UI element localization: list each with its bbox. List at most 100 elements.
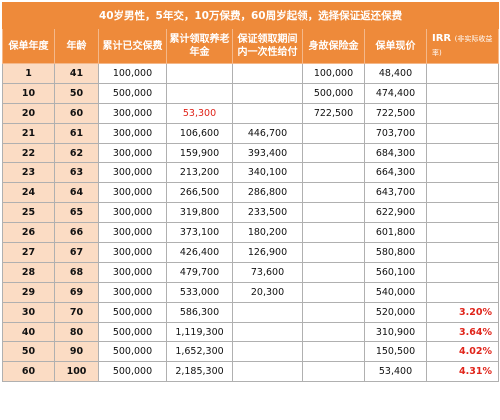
cell-policy-year: 29 <box>2 281 55 303</box>
cell-age: 100 <box>54 361 99 383</box>
cell-pension: 106,600 <box>166 122 233 144</box>
header-death-benefit: 身故保险金 <box>302 28 365 64</box>
cell-irr <box>425 102 500 124</box>
cell-age: 63 <box>54 162 99 184</box>
header-irr-note: (非实际收益率) <box>432 35 493 57</box>
cell-cash-value: 53,400 <box>364 361 427 383</box>
cell-cumulative-premium: 500,000 <box>98 301 167 323</box>
cell-death-benefit <box>302 122 365 144</box>
cell-guaranteed-lump: 73,600 <box>232 261 303 283</box>
cell-irr <box>425 281 500 303</box>
benefit-table: 40岁男性，5年交，10万保费，60周岁起领，选择保证返还保费 保单年度 年龄 … <box>1 2 500 383</box>
cell-age: 80 <box>54 321 99 343</box>
cell-death-benefit <box>302 361 365 383</box>
cell-cumulative-premium: 500,000 <box>98 321 167 343</box>
header-cumulative-premium: 累计已交保费 <box>98 28 167 64</box>
cell-cash-value: 150,500 <box>364 341 427 363</box>
cell-cash-value: 580,800 <box>364 242 427 263</box>
cell-policy-year: 26 <box>2 222 55 244</box>
table-row: 25 65 300,000 319,800 233,500 622,900 <box>2 202 500 224</box>
table-row: 22 62 300,000 159,900 393,400 684,300 <box>2 142 500 164</box>
cell-irr <box>425 142 500 164</box>
cell-irr <box>425 122 500 144</box>
cell-pension: 373,100 <box>166 222 233 244</box>
cell-irr <box>425 242 500 263</box>
cell-policy-year: 1 <box>2 63 55 84</box>
cell-irr <box>425 202 500 224</box>
cell-policy-year: 23 <box>2 162 55 184</box>
cell-pension: 319,800 <box>166 202 233 224</box>
cell-policy-year: 50 <box>2 341 55 363</box>
header-policy-year: 保单年度 <box>2 28 55 64</box>
cell-guaranteed-lump <box>232 102 303 124</box>
cell-cash-value: 684,300 <box>364 142 427 164</box>
cell-age: 61 <box>54 122 99 144</box>
cell-death-benefit <box>302 142 365 164</box>
cell-irr <box>425 222 500 244</box>
table-row: 1 41 100,000 100,000 48,400 <box>2 63 500 84</box>
cell-pension: 2,185,300 <box>166 361 233 383</box>
cell-age: 90 <box>54 341 99 363</box>
cell-irr: 4.31% <box>425 361 500 383</box>
cell-age: 65 <box>54 202 99 224</box>
cell-guaranteed-lump <box>232 82 303 104</box>
cell-pension <box>166 82 233 104</box>
cell-cash-value: 703,700 <box>364 122 427 144</box>
cell-cumulative-premium: 300,000 <box>98 142 167 164</box>
header-irr-label: IRR <box>432 33 452 44</box>
cell-cash-value: 48,400 <box>364 63 427 84</box>
cell-policy-year: 22 <box>2 142 55 164</box>
cell-age: 69 <box>54 281 99 303</box>
cell-cash-value: 310,900 <box>364 321 427 343</box>
cell-death-benefit: 500,000 <box>302 82 365 104</box>
cell-pension: 159,900 <box>166 142 233 164</box>
cell-death-benefit <box>302 281 365 303</box>
cell-guaranteed-lump <box>232 63 303 84</box>
cell-guaranteed-lump <box>232 301 303 323</box>
cell-guaranteed-lump: 126,900 <box>232 242 303 263</box>
cell-death-benefit <box>302 202 365 224</box>
cell-policy-year: 27 <box>2 242 55 263</box>
cell-pension: 533,000 <box>166 281 233 303</box>
cell-age: 68 <box>54 261 99 283</box>
cell-cumulative-premium: 100,000 <box>98 63 167 84</box>
cell-cumulative-premium: 300,000 <box>98 202 167 224</box>
cell-cash-value: 601,800 <box>364 222 427 244</box>
cell-age: 50 <box>54 82 99 104</box>
table-row: 10 50 500,000 500,000 474,400 <box>2 82 500 104</box>
cell-pension: 426,400 <box>166 242 233 263</box>
cell-policy-year: 20 <box>2 102 55 124</box>
cell-cumulative-premium: 300,000 <box>98 102 167 124</box>
table-row: 26 66 300,000 373,100 180,200 601,800 <box>2 222 500 244</box>
cell-irr: 4.02% <box>425 341 500 363</box>
cell-age: 62 <box>54 142 99 164</box>
cell-death-benefit <box>302 301 365 323</box>
cell-cash-value: 643,700 <box>364 182 427 204</box>
cell-cumulative-premium: 300,000 <box>98 182 167 204</box>
cell-death-benefit <box>302 321 365 343</box>
cell-pension: 1,119,300 <box>166 321 233 343</box>
cell-irr <box>425 82 500 104</box>
cell-cumulative-premium: 500,000 <box>98 361 167 383</box>
cell-death-benefit <box>302 261 365 283</box>
cell-age: 60 <box>54 102 99 124</box>
cell-cumulative-premium: 300,000 <box>98 122 167 144</box>
header-guaranteed-lump: 保证领取期间内一次性给付 <box>232 28 303 64</box>
cell-guaranteed-lump: 180,200 <box>232 222 303 244</box>
cell-cash-value: 722,500 <box>364 102 427 124</box>
cell-guaranteed-lump: 20,300 <box>232 281 303 303</box>
cell-cash-value: 520,000 <box>364 301 427 323</box>
cell-age: 67 <box>54 242 99 263</box>
cell-cash-value: 540,000 <box>364 281 427 303</box>
table-row: 23 63 300,000 213,200 340,100 664,300 <box>2 162 500 184</box>
cell-policy-year: 30 <box>2 301 55 323</box>
cell-pension: 266,500 <box>166 182 233 204</box>
table-row: 60 100 500,000 2,185,300 53,400 4.31% <box>2 361 500 383</box>
cell-policy-year: 28 <box>2 261 55 283</box>
cell-irr <box>425 261 500 283</box>
cell-policy-year: 24 <box>2 182 55 204</box>
cell-irr: 3.64% <box>425 321 500 343</box>
table-row: 30 70 500,000 586,300 520,000 3.20% <box>2 301 500 323</box>
table-row: 40 80 500,000 1,119,300 310,900 3.64% <box>2 321 500 343</box>
cell-death-benefit <box>302 182 365 204</box>
